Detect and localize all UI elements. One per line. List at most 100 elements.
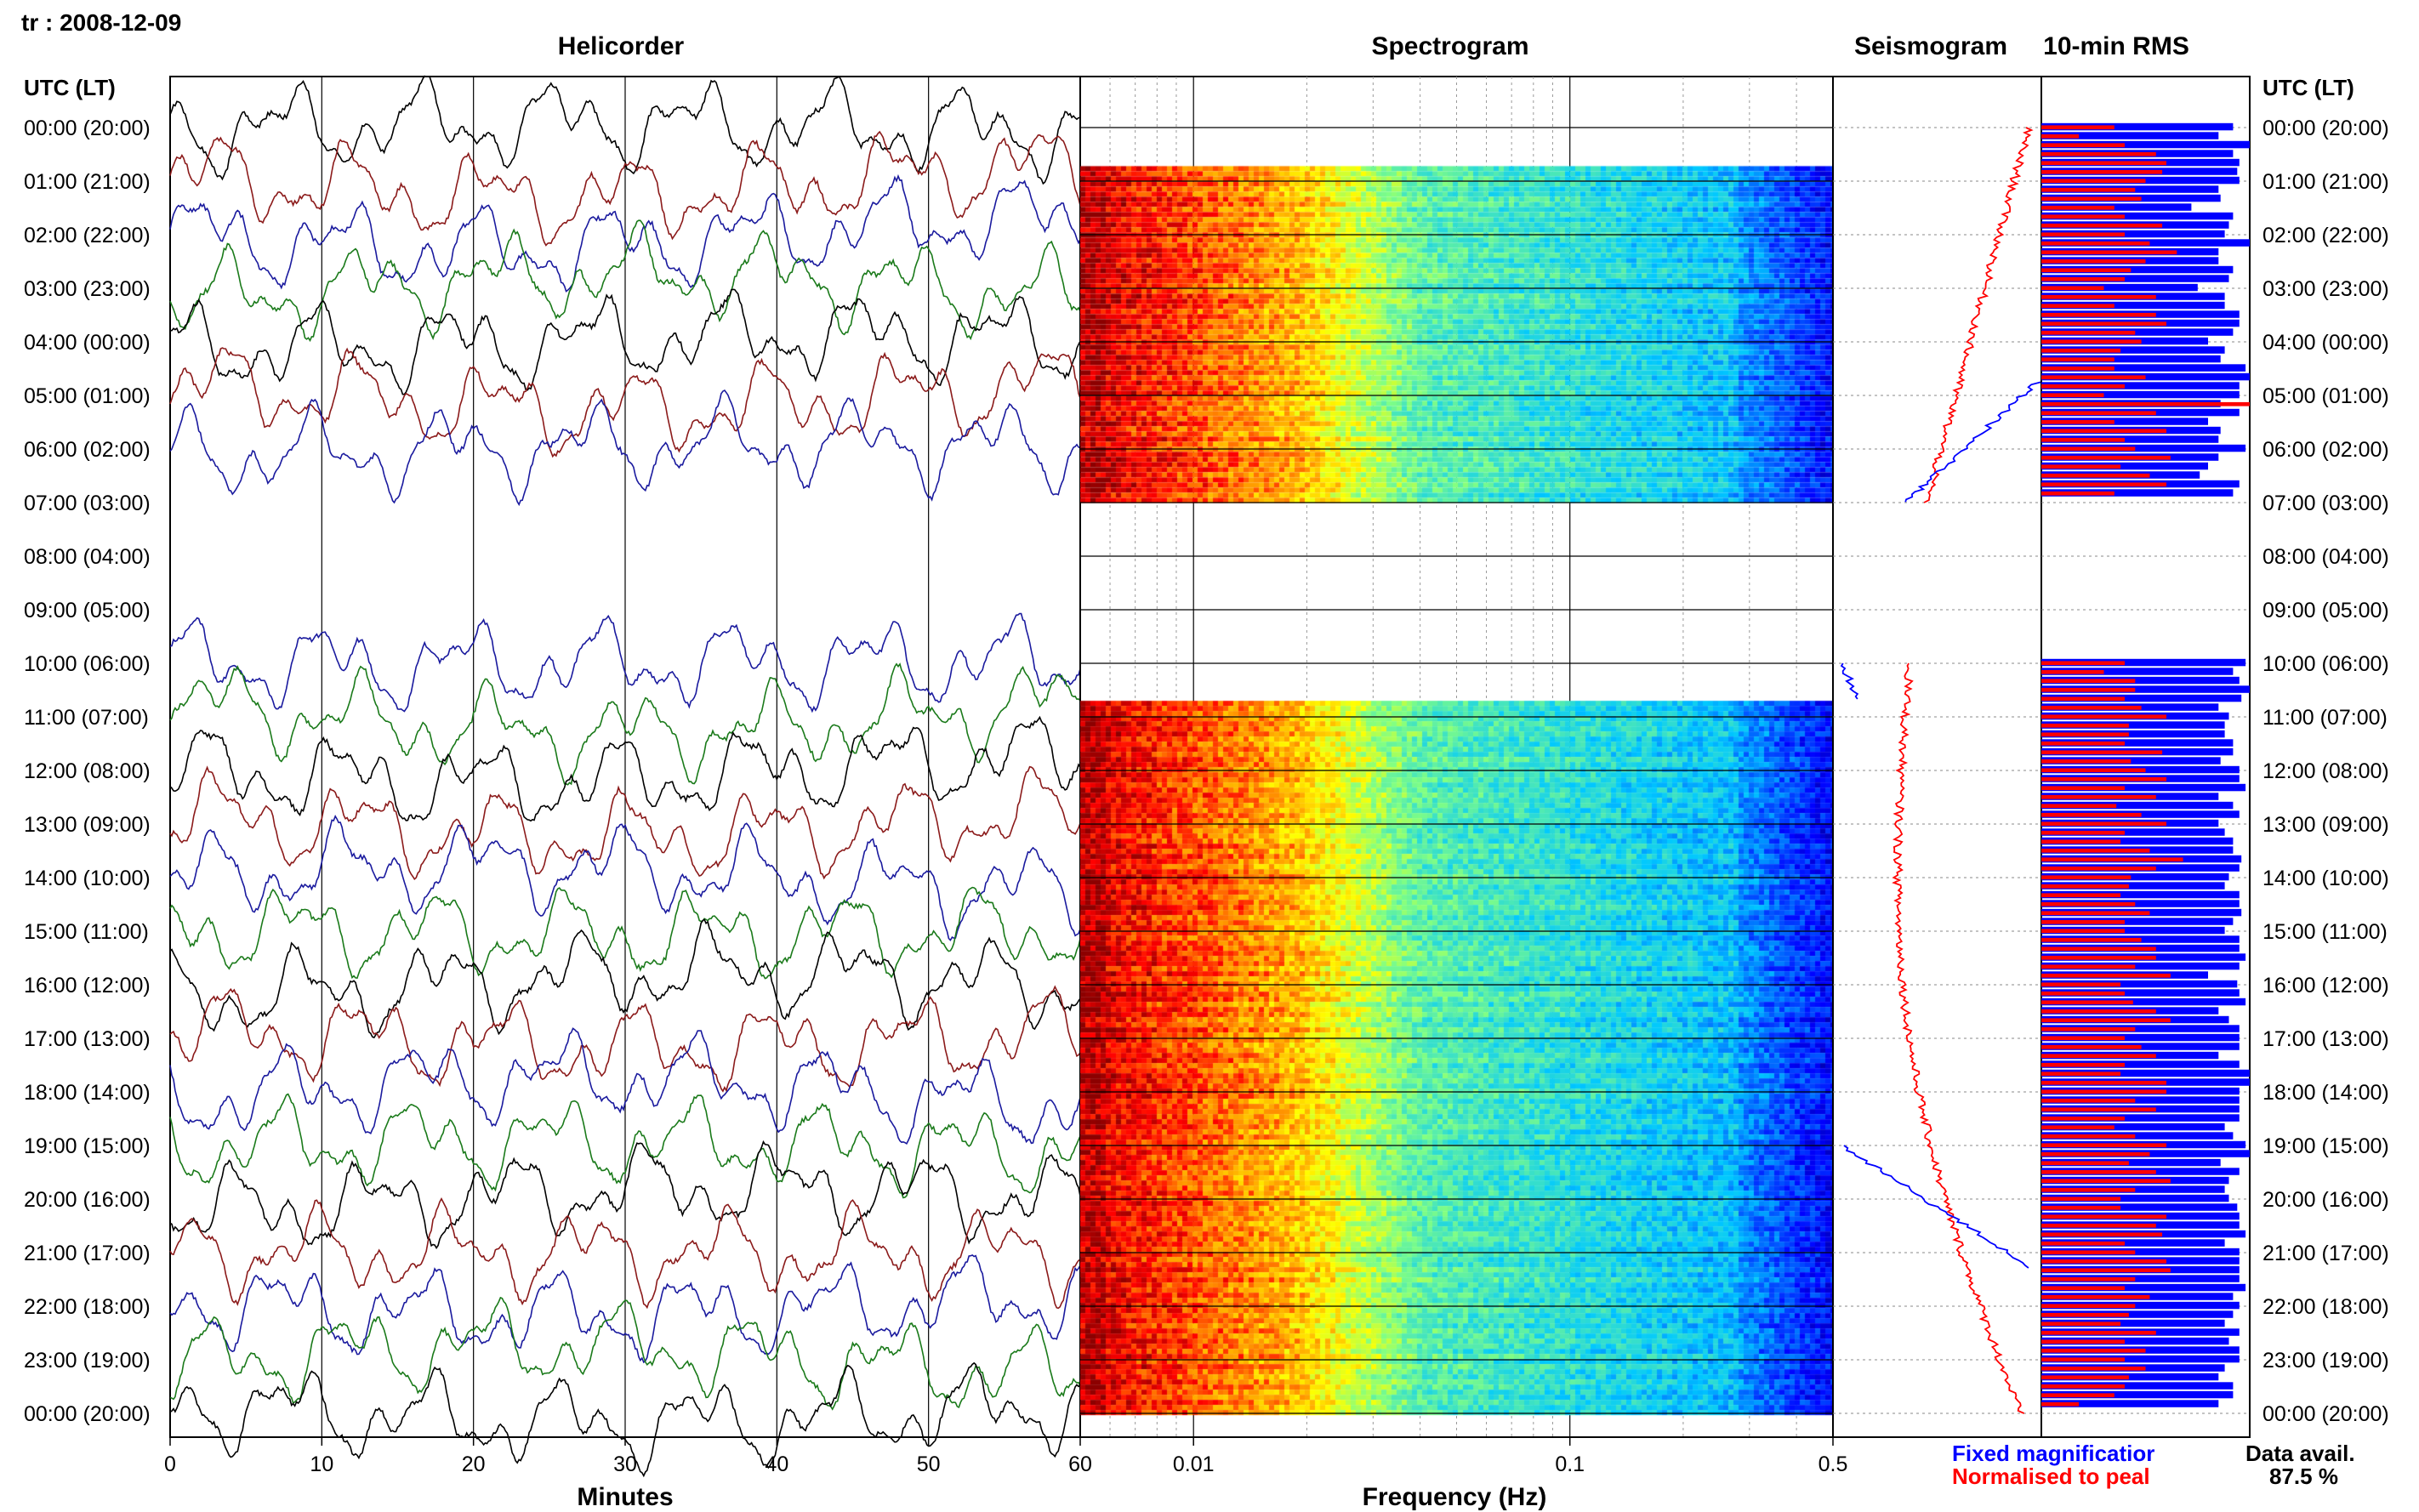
rms-normalised-bar bbox=[2041, 687, 2136, 692]
hour-label-right: 04:00 (00:00) bbox=[2262, 331, 2389, 355]
rms-normalised-bar bbox=[2041, 776, 2166, 782]
rms-fixed-bar bbox=[2041, 1400, 2219, 1407]
rms-fixed-bar bbox=[2041, 1158, 2221, 1167]
rms-normalised-bar bbox=[2041, 232, 2125, 237]
hour-label-left: 01:00 (21:00) bbox=[24, 170, 151, 194]
rms-fixed-bar bbox=[2041, 1248, 2240, 1256]
minutes-axis: 0 10 20 30 40 50 60 bbox=[164, 1437, 1092, 1476]
seismogram-traces bbox=[1840, 127, 2041, 1414]
hour-label-left: 05:00 (01:00) bbox=[24, 384, 151, 408]
rms-normalised-bar bbox=[2041, 411, 2156, 416]
rms-normalised-bar bbox=[2041, 946, 2156, 952]
rms-normalised-bar bbox=[2041, 955, 2156, 960]
rms-fixed-bar bbox=[2041, 1203, 2238, 1211]
helicorder-trace bbox=[169, 814, 1081, 941]
hour-label-right: 20:00 (16:00) bbox=[2262, 1188, 2389, 1212]
rms-normalised-bar bbox=[2041, 482, 2166, 487]
rms-normalised-bar bbox=[2041, 241, 2150, 246]
rms-fixed-bar bbox=[2041, 882, 2225, 890]
rms-normalised-bar bbox=[2041, 429, 2166, 434]
hour-label-right: 19:00 (15:00) bbox=[2262, 1134, 2389, 1158]
hour-label-left: 06:00 (02:00) bbox=[24, 438, 151, 462]
rms-normalised-bar bbox=[2041, 1026, 2136, 1032]
rms-fixed-bar bbox=[2041, 1069, 2250, 1077]
hour-label-right: 11:00 (07:00) bbox=[2262, 706, 2388, 730]
hour-label-left: 02:00 (22:00) bbox=[24, 224, 151, 247]
rms-normalised-bar bbox=[2041, 1054, 2156, 1059]
rms-normalised-bar bbox=[2041, 964, 2136, 969]
hour-label-right: 01:00 (21:00) bbox=[2262, 170, 2389, 194]
frequency-axis: 0.01 0.1 0.5 bbox=[1173, 1437, 1847, 1476]
rms-normalised-bar bbox=[2041, 1134, 2136, 1139]
rms-fixed-bar bbox=[2041, 1114, 2240, 1122]
rms-fixed-bar bbox=[2041, 1239, 2225, 1247]
rms-normalised-bar bbox=[2041, 1401, 2080, 1407]
legend-fixed: Fixed magnificatior bbox=[1952, 1441, 2154, 1466]
rms-normalised-bar bbox=[2041, 857, 2183, 862]
rms-fixed-bar bbox=[2041, 1382, 2234, 1390]
rms-fixed-bar bbox=[2041, 1060, 2240, 1068]
rms-normalised-bar bbox=[2041, 473, 2150, 478]
rms-normalised-bar bbox=[2041, 268, 2132, 273]
rms-normalised-bar bbox=[2041, 1393, 2114, 1398]
rms-normalised-bar bbox=[2041, 839, 2121, 844]
rms-normalised-bar bbox=[2041, 982, 2121, 987]
rms-fixed-bar bbox=[2041, 346, 2225, 354]
rms-normalised-bar bbox=[2041, 1116, 2125, 1121]
legend-normalised: Normalised to peal bbox=[1952, 1464, 2150, 1489]
rms-normalised-bar bbox=[2041, 169, 2163, 174]
rms-normalised-bar bbox=[2041, 669, 2104, 674]
helicorder-trace bbox=[169, 1197, 1081, 1310]
rms-bars bbox=[2041, 122, 2250, 1407]
minute-tick-label: 50 bbox=[917, 1452, 941, 1476]
hour-label-right: 02:00 (22:00) bbox=[2262, 224, 2389, 247]
rms-normalised-bar bbox=[2041, 384, 2125, 389]
hour-label-right: 22:00 (18:00) bbox=[2262, 1295, 2389, 1319]
rms-normalised-bar bbox=[2041, 696, 2125, 702]
rms-normalised-bar bbox=[2041, 937, 2142, 942]
rms-normalised-bar bbox=[2041, 1214, 2166, 1219]
rms-normalised-bar bbox=[2041, 1276, 2136, 1282]
rms-normalised-bar bbox=[2041, 1187, 2136, 1192]
rms-fixed-bar bbox=[2041, 265, 2234, 274]
rms-normalised-bar bbox=[2041, 250, 2177, 255]
rms-normalised-bar bbox=[2041, 830, 2125, 835]
right-hour-labels: 00:00 (20:00) 01:00 (21:00) 02:00 (22:00) 0… bbox=[2262, 117, 2389, 1426]
rms-normalised-bar bbox=[2041, 321, 2166, 327]
rms-normalised-bar bbox=[2041, 348, 2121, 353]
rms-normalised-bar bbox=[2041, 1357, 2125, 1362]
hour-label-right: 13:00 (09:00) bbox=[2262, 813, 2389, 837]
minutes-axis-label: Minutes bbox=[577, 1483, 673, 1511]
rms-normalised-bar bbox=[2041, 161, 2166, 166]
hour-label-right: 17:00 (13:00) bbox=[2262, 1027, 2389, 1051]
rms-fixed-bar bbox=[2041, 1355, 2240, 1363]
rms-normalised-bar bbox=[2041, 991, 2125, 996]
rms-normalised-bar bbox=[2041, 179, 2146, 184]
rms-normalised-bar bbox=[2041, 419, 2114, 424]
spectrogram-image bbox=[1080, 77, 1833, 1437]
data-avail-label: Data avail. bbox=[2245, 1441, 2355, 1466]
hour-label-left: 16:00 (12:00) bbox=[24, 974, 151, 998]
rms-normalised-bar bbox=[2041, 286, 2104, 291]
rms-fixed-bar bbox=[2041, 721, 2225, 729]
helicorder-trace bbox=[169, 219, 1081, 343]
rms-fixed-bar bbox=[2041, 364, 2246, 372]
rms-normalised-bar bbox=[2041, 1250, 2136, 1255]
rms-fixed-bar bbox=[2041, 998, 2246, 1006]
rms-normalised-bar bbox=[2041, 812, 2142, 817]
rms-normalised-bar bbox=[2041, 1125, 2114, 1130]
hour-label-left: 19:00 (15:00) bbox=[24, 1134, 151, 1158]
rms-normalised-bar bbox=[2041, 276, 2125, 281]
hour-label-right: 09:00 (05:00) bbox=[2262, 599, 2389, 622]
rms-normalised-bar bbox=[2041, 1161, 2129, 1166]
rms-fixed-bar bbox=[2041, 1194, 2229, 1202]
rms-normalised-bar bbox=[2041, 375, 2146, 380]
helicorder-trace bbox=[169, 886, 1081, 980]
rms-normalised-bar bbox=[2041, 196, 2142, 202]
rms-normalised-bar bbox=[2041, 366, 2114, 371]
rms-fixed-bar bbox=[2041, 444, 2246, 452]
rms-normalised-bar bbox=[2041, 705, 2142, 710]
helicorder-trace bbox=[169, 1027, 1081, 1145]
rms-normalised-bar bbox=[2041, 357, 2114, 362]
rms-normalised-bar bbox=[2041, 1009, 2156, 1014]
